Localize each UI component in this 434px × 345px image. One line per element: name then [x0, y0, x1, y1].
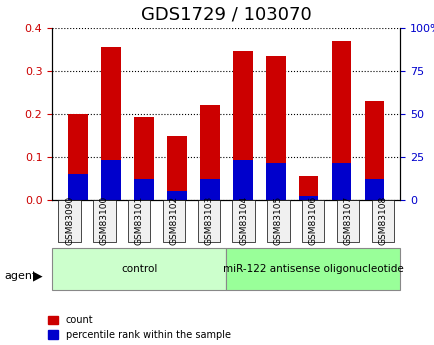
Bar: [101, 47, 121, 200]
Bar: [265, 56, 285, 200]
Text: GSM83101: GSM83101: [135, 196, 143, 245]
FancyBboxPatch shape: [226, 248, 399, 290]
Bar: [298, 196, 318, 200]
Text: GSM83100: GSM83100: [100, 196, 108, 245]
Bar: [134, 179, 153, 200]
FancyBboxPatch shape: [336, 200, 358, 242]
FancyBboxPatch shape: [371, 200, 393, 242]
Bar: [364, 101, 384, 200]
Text: miR-122 antisense oligonucleotide: miR-122 antisense oligonucleotide: [222, 264, 403, 274]
Text: GSM83090: GSM83090: [65, 196, 74, 245]
Text: GSM83102: GSM83102: [169, 196, 178, 245]
Bar: [331, 41, 351, 200]
FancyBboxPatch shape: [58, 200, 81, 242]
FancyBboxPatch shape: [52, 248, 226, 290]
Bar: [199, 179, 219, 200]
Text: control: control: [121, 264, 157, 274]
FancyBboxPatch shape: [301, 200, 324, 242]
Bar: [68, 174, 88, 200]
Text: GSM83104: GSM83104: [239, 196, 247, 245]
Text: GSM83106: GSM83106: [308, 196, 317, 245]
Bar: [134, 117, 153, 200]
FancyBboxPatch shape: [93, 200, 115, 242]
Text: GSM83103: GSM83103: [204, 196, 213, 245]
Bar: [232, 160, 252, 200]
Text: ▶: ▶: [33, 269, 42, 283]
Legend: count, percentile rank within the sample: count, percentile rank within the sample: [48, 315, 230, 340]
Bar: [364, 179, 384, 200]
FancyBboxPatch shape: [162, 200, 185, 242]
Text: agent: agent: [4, 271, 36, 281]
FancyBboxPatch shape: [266, 200, 289, 242]
Bar: [167, 136, 186, 200]
Title: GDS1729 / 103070: GDS1729 / 103070: [141, 5, 311, 23]
Bar: [298, 176, 318, 200]
Bar: [232, 51, 252, 200]
FancyBboxPatch shape: [232, 200, 254, 242]
Text: GSM83108: GSM83108: [378, 196, 386, 245]
Text: GSM83107: GSM83107: [343, 196, 352, 245]
Bar: [199, 105, 219, 200]
Bar: [101, 160, 121, 200]
Bar: [265, 164, 285, 200]
Text: GSM83105: GSM83105: [273, 196, 282, 245]
Bar: [331, 164, 351, 200]
FancyBboxPatch shape: [128, 200, 150, 242]
Bar: [167, 190, 186, 200]
Bar: [68, 114, 88, 200]
FancyBboxPatch shape: [197, 200, 220, 242]
